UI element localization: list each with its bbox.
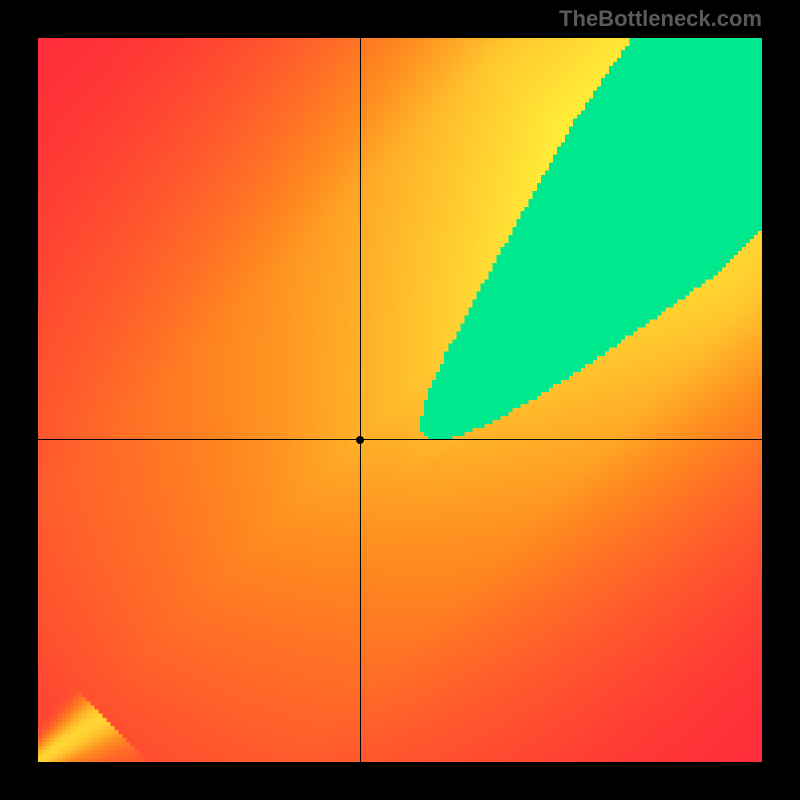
crosshair-horizontal: [38, 439, 762, 440]
bottleneck-heatmap: [38, 38, 762, 762]
crosshair-vertical: [360, 38, 361, 762]
watermark-text: TheBottleneck.com: [559, 6, 762, 32]
crosshair-marker: [356, 436, 364, 444]
